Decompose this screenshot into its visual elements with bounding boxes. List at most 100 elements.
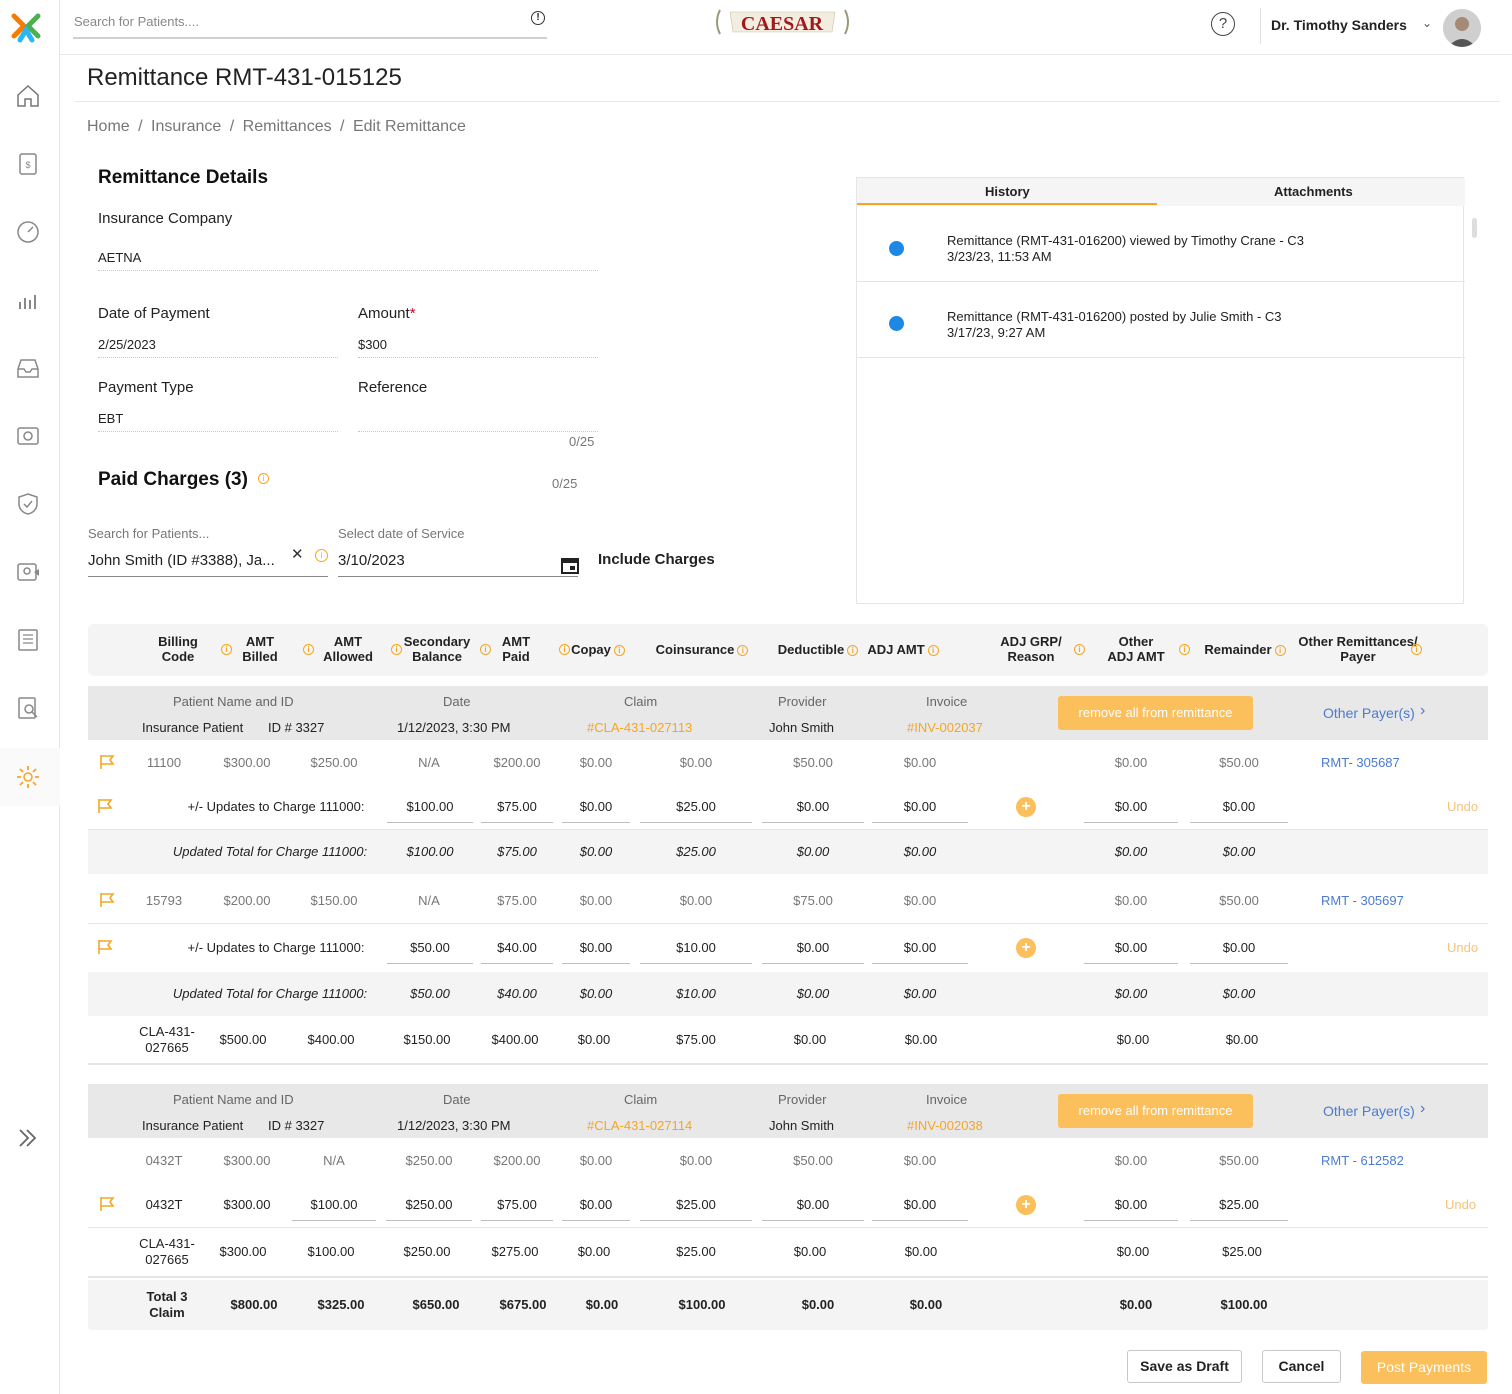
- update-value[interactable]: $10.00: [676, 940, 716, 955]
- column-info-icon[interactable]: i: [927, 645, 939, 657]
- add-adjustment-icon[interactable]: +: [1016, 797, 1036, 817]
- info-icon[interactable]: !: [531, 11, 545, 25]
- update-value[interactable]: $100.00: [406, 799, 454, 814]
- dashboard-icon[interactable]: [14, 218, 42, 246]
- column-info-icon[interactable]: i: [1179, 644, 1190, 655]
- insurance-company-field[interactable]: AETNA: [98, 250, 142, 265]
- settings-gear-icon[interactable]: [14, 763, 42, 791]
- breadcrumb-insurance[interactable]: Insurance: [151, 118, 222, 135]
- flag-icon[interactable]: [99, 1196, 117, 1212]
- undo-link[interactable]: Undo: [1447, 940, 1479, 955]
- insurance-shield-icon[interactable]: [14, 490, 42, 518]
- cell-copay[interactable]: $0.00: [579, 1197, 613, 1212]
- search-document-icon[interactable]: [14, 694, 42, 722]
- tab-attachments[interactable]: Attachments: [1274, 184, 1353, 199]
- patient-search-info-icon[interactable]: i: [315, 549, 328, 562]
- update-value[interactable]: $0.00: [903, 799, 937, 814]
- flag-icon[interactable]: [99, 892, 117, 908]
- add-adjustment-icon[interactable]: +: [1016, 938, 1036, 958]
- update-value[interactable]: $50.00: [410, 940, 450, 955]
- claim-link[interactable]: #CLA-431-027114: [587, 1118, 693, 1133]
- reports-icon[interactable]: [14, 286, 42, 314]
- post-payments-button[interactable]: Post Payments: [1361, 1351, 1487, 1384]
- claim-link[interactable]: #CLA-431-027113: [587, 720, 693, 735]
- cell-coins[interactable]: $25.00: [676, 1197, 716, 1212]
- patient-search-input[interactable]: John Smith (ID #3388), Ja...: [88, 552, 275, 569]
- chevron-right-icon[interactable]: ›: [1420, 702, 1426, 719]
- column-info-icon[interactable]: i: [737, 645, 749, 657]
- remove-all-button[interactable]: remove all from remittance: [1058, 696, 1253, 730]
- payment-type-field[interactable]: EBT: [98, 411, 124, 426]
- cell-oadj[interactable]: $0.00: [1114, 1197, 1148, 1212]
- other-remittance-link[interactable]: RMT - 612582: [1321, 1153, 1404, 1168]
- undo-link[interactable]: Undo: [1447, 799, 1479, 814]
- billing-icon[interactable]: $: [14, 150, 42, 178]
- other-payers-link[interactable]: Other Payer(s): [1323, 1103, 1415, 1119]
- column-info-icon[interactable]: i: [559, 644, 570, 655]
- remove-all-button[interactable]: remove all from remittance: [1058, 1094, 1253, 1128]
- breadcrumb-remittances[interactable]: Remittances: [242, 118, 332, 135]
- cell-rem[interactable]: $25.00: [1219, 1197, 1259, 1212]
- cell-paid[interactable]: $75.00: [497, 1197, 537, 1212]
- gallery-icon[interactable]: [14, 422, 42, 450]
- patient-card-icon[interactable]: [14, 558, 42, 586]
- breadcrumb-home[interactable]: Home: [87, 118, 130, 135]
- include-charges-button[interactable]: Include Charges: [598, 551, 715, 568]
- cancel-button[interactable]: Cancel: [1262, 1350, 1341, 1383]
- flag-icon[interactable]: [97, 939, 115, 955]
- date-of-service-input[interactable]: 3/10/2023: [338, 552, 405, 569]
- global-search-input[interactable]: Search for Patients.... !: [73, 8, 547, 39]
- date-of-payment-field[interactable]: 2/25/2023: [98, 337, 156, 352]
- update-value[interactable]: $0.00: [1222, 799, 1256, 814]
- undo-link[interactable]: Undo: [1445, 1197, 1477, 1212]
- reference-field[interactable]: [358, 431, 598, 432]
- amount-field[interactable]: $300: [358, 337, 387, 352]
- column-info-icon[interactable]: i: [613, 645, 625, 657]
- column-info-icon[interactable]: i: [1074, 644, 1085, 655]
- update-value[interactable]: $0.00: [1222, 940, 1256, 955]
- update-value[interactable]: $75.00: [497, 799, 537, 814]
- column-info-icon[interactable]: i: [847, 645, 859, 657]
- app-logo-icon[interactable]: [10, 12, 42, 44]
- cell-adj[interactable]: $0.00: [903, 1197, 937, 1212]
- avatar[interactable]: [1443, 9, 1481, 47]
- update-value[interactable]: $0.00: [796, 799, 830, 814]
- flag-icon[interactable]: [99, 754, 117, 770]
- calendar-icon[interactable]: [561, 556, 579, 574]
- user-name[interactable]: Dr. Timothy Sanders: [1271, 17, 1407, 33]
- chevron-down-icon[interactable]: ⌄: [1422, 16, 1433, 30]
- column-info-icon[interactable]: i: [1411, 644, 1422, 655]
- update-value[interactable]: $25.00: [676, 799, 716, 814]
- update-value[interactable]: $0.00: [579, 940, 613, 955]
- update-value[interactable]: $0.00: [796, 940, 830, 955]
- update-value[interactable]: $40.00: [497, 940, 537, 955]
- expand-sidebar-icon[interactable]: [14, 1124, 42, 1152]
- flag-icon[interactable]: [97, 798, 115, 814]
- update-value[interactable]: $0.00: [579, 799, 613, 814]
- clear-icon[interactable]: ✕: [291, 546, 304, 563]
- paid-charges-info-icon[interactable]: i: [258, 473, 269, 484]
- update-value[interactable]: $0.00: [903, 940, 937, 955]
- home-icon[interactable]: [14, 82, 42, 110]
- update-value[interactable]: $0.00: [1114, 799, 1148, 814]
- save-draft-button[interactable]: Save as Draft: [1127, 1350, 1242, 1383]
- invoice-link[interactable]: #INV-002038: [907, 1118, 983, 1133]
- document-list-icon[interactable]: [14, 626, 42, 654]
- column-info-icon[interactable]: i: [1274, 645, 1286, 657]
- column-info-icon[interactable]: i: [221, 644, 232, 655]
- invoice-link[interactable]: #INV-002037: [907, 720, 983, 735]
- column-info-icon[interactable]: i: [480, 644, 491, 655]
- cell-ded[interactable]: $0.00: [796, 1197, 830, 1212]
- history-scrollbar[interactable]: [1472, 218, 1477, 238]
- add-adjustment-icon[interactable]: +: [1016, 1195, 1036, 1215]
- other-payers-link[interactable]: Other Payer(s): [1323, 705, 1415, 721]
- column-info-icon[interactable]: i: [391, 644, 402, 655]
- chevron-right-icon[interactable]: ›: [1420, 1100, 1426, 1117]
- cell-sec[interactable]: $250.00: [405, 1197, 453, 1212]
- update-value[interactable]: $0.00: [1114, 940, 1148, 955]
- column-info-icon[interactable]: i: [303, 644, 314, 655]
- other-remittance-link[interactable]: RMT- 305687: [1321, 755, 1400, 770]
- cell-allowed[interactable]: $100.00: [310, 1197, 358, 1212]
- tab-history[interactable]: History: [985, 184, 1030, 199]
- other-remittance-link[interactable]: RMT - 305697: [1321, 893, 1404, 908]
